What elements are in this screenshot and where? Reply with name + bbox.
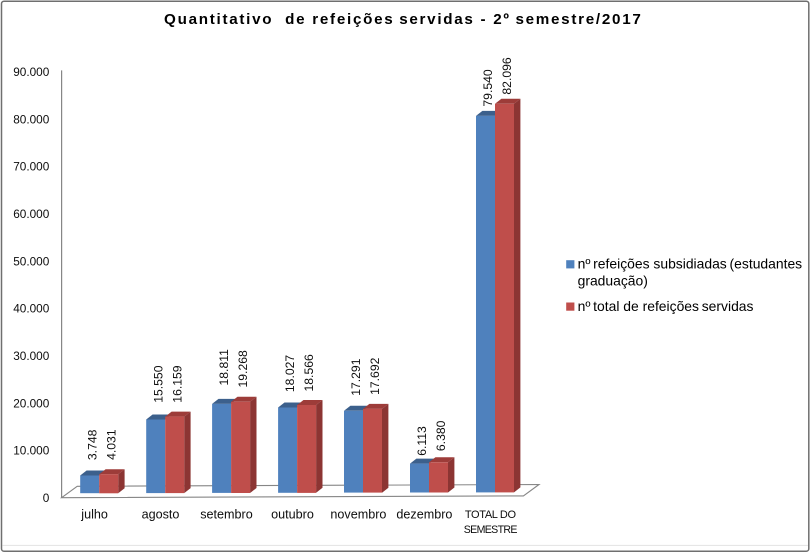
svg-text:nº total de refeições servidas: nº total de refeições servidas xyxy=(578,298,754,314)
svg-text:setembro: setembro xyxy=(200,508,253,522)
svg-text:60.000: 60.000 xyxy=(13,207,50,221)
svg-text:graduação): graduação) xyxy=(578,273,648,289)
svg-text:80.000: 80.000 xyxy=(13,112,50,126)
svg-text:outubro: outubro xyxy=(271,508,314,522)
svg-text:Quantitativo de refeições ser: Quantitativo de refeições servidas - 2º … xyxy=(164,11,642,28)
svg-text:nº refeições subsidiadas (estu: nº refeições subsidiadas (estudantes xyxy=(578,256,803,272)
svg-text:4.031: 4.031 xyxy=(104,429,118,460)
svg-text:90.000: 90.000 xyxy=(13,65,50,79)
svg-text:18.811: 18.811 xyxy=(217,349,231,386)
svg-text:40.000: 40.000 xyxy=(13,302,50,316)
svg-text:julho: julho xyxy=(80,508,108,522)
svg-text:6.380: 6.380 xyxy=(434,420,448,451)
svg-text:TOTAL DO: TOTAL DO xyxy=(465,509,517,521)
svg-text:19.268: 19.268 xyxy=(236,350,250,387)
svg-text:18.027: 18.027 xyxy=(283,355,297,392)
svg-text:3.748: 3.748 xyxy=(85,429,99,460)
svg-text:novembro: novembro xyxy=(330,508,386,522)
svg-text:20.000: 20.000 xyxy=(13,396,50,410)
svg-text:18.566: 18.566 xyxy=(302,354,316,391)
svg-text:70.000: 70.000 xyxy=(13,160,50,174)
svg-text:agosto: agosto xyxy=(142,508,180,522)
svg-text:6.113: 6.113 xyxy=(415,426,429,456)
svg-text:79.540: 79.540 xyxy=(481,69,495,106)
svg-text:0: 0 xyxy=(43,491,50,505)
svg-text:50.000: 50.000 xyxy=(13,254,50,268)
svg-text:15.550: 15.550 xyxy=(151,365,165,402)
svg-text:16.159: 16.159 xyxy=(170,365,184,402)
svg-text:SEMESTRE: SEMESTRE xyxy=(464,524,518,536)
svg-text:82.096: 82.096 xyxy=(500,57,514,94)
svg-text:dezembro: dezembro xyxy=(396,508,452,522)
svg-text:30.000: 30.000 xyxy=(13,349,50,363)
svg-text:17.291: 17.291 xyxy=(349,358,363,395)
svg-text:10.000: 10.000 xyxy=(13,444,50,458)
svg-text:17.692: 17.692 xyxy=(368,357,382,394)
